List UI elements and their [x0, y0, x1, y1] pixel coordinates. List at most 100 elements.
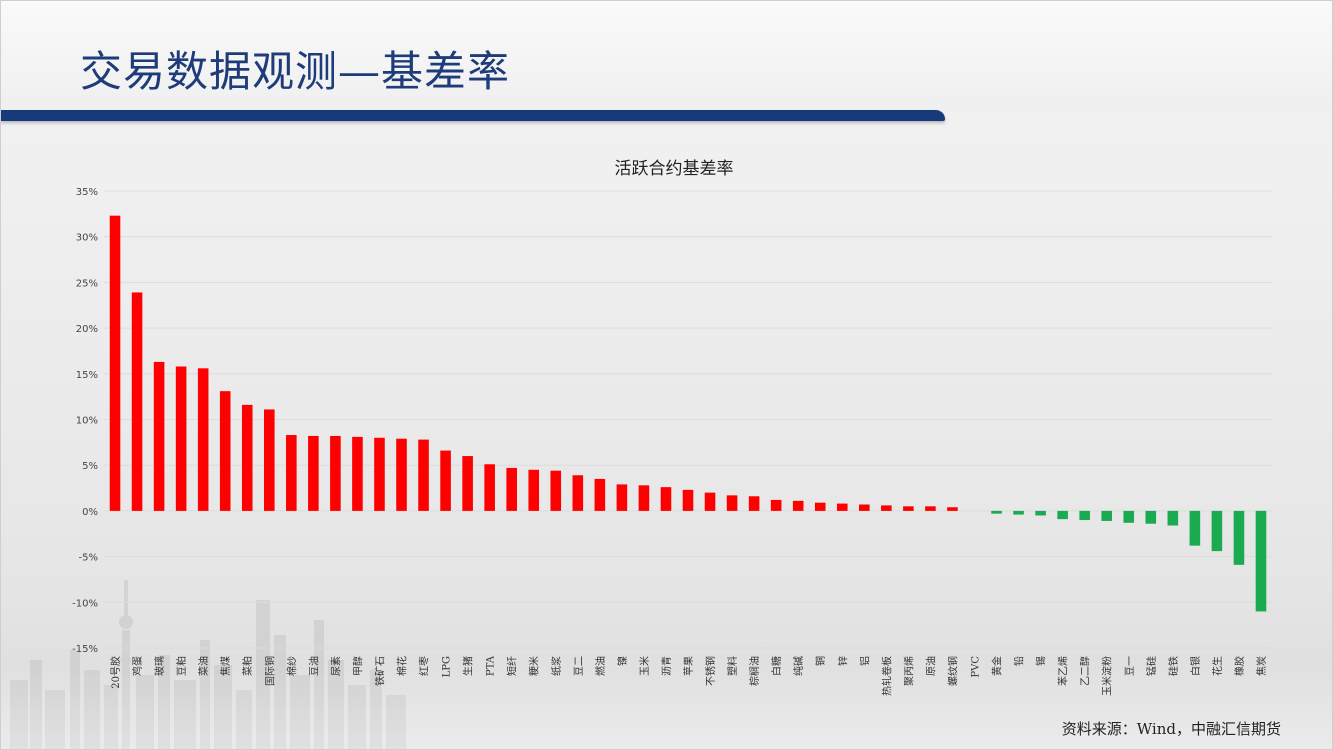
bar-铝	[859, 504, 870, 511]
bar-焦煤	[219, 391, 231, 511]
bar-原油	[925, 506, 936, 511]
y-tick-label: 25%	[76, 278, 98, 289]
x-tick-label: 豆一	[1124, 656, 1136, 676]
bar-热轧卷板	[881, 505, 892, 511]
y-axis-tick-labels: 35% 30% 25% 20% 15% 10% 5% 0% -5% -10% -15%	[72, 187, 98, 655]
gridlines	[104, 190, 1272, 649]
x-tick-label: 玉米淀粉	[1101, 656, 1114, 696]
bar-白银	[1189, 510, 1201, 546]
bar-沥青	[660, 487, 672, 511]
x-tick-label: 燃油	[594, 656, 607, 676]
bar-焦炭	[1255, 510, 1267, 612]
x-tick-label: 生猪	[462, 656, 475, 676]
bar-豆二	[572, 475, 584, 511]
x-tick-label: 硅铁	[1167, 656, 1180, 676]
x-tick-label: 聚丙烯	[902, 656, 915, 686]
y-tick-label: -10%	[72, 598, 98, 609]
bar-PTA	[484, 464, 495, 511]
bottom-shade-decoration	[0, 560, 1333, 750]
x-tick-label: 铝	[859, 656, 871, 666]
bar-生猪	[462, 456, 473, 511]
y-tick-label: 5%	[82, 461, 98, 472]
bars	[109, 215, 1267, 612]
bar-白糖	[770, 499, 782, 511]
x-tick-label: 尿素	[329, 656, 342, 676]
y-tick-label: 10%	[76, 416, 98, 427]
x-tick-label: 焦煤	[219, 656, 232, 676]
x-tick-label: 棉纱	[285, 656, 298, 676]
bar-粳米	[528, 469, 540, 511]
bar-锰硅	[1145, 510, 1157, 524]
x-tick-label: 菜粕	[241, 656, 254, 676]
bar-20号胶	[109, 215, 121, 511]
x-tick-label: 国际铜	[264, 656, 276, 686]
bar-豆一	[1123, 510, 1135, 523]
x-tick-label: 花生	[1211, 656, 1224, 676]
x-axis-category-labels: 20号胶 鸡蛋 玻璃 豆粕 菜油 焦煤 菜粕 国际铜 棉纱 豆油 尿素 甲醇 铁矿石 棉花 红枣 LPG 生猪 P…	[109, 655, 1268, 696]
bar-玉米	[638, 485, 650, 511]
bar-鸡蛋	[131, 292, 143, 511]
x-tick-label: 粳米	[528, 656, 541, 676]
x-tick-label: 鸡蛋	[131, 656, 144, 676]
bar-燃油	[594, 478, 606, 511]
bar-黄金	[991, 510, 1002, 514]
bar-玻璃	[153, 361, 165, 511]
bar-豆油	[308, 435, 319, 511]
bar-棕榈油	[748, 496, 760, 511]
x-tick-label: 镍	[616, 656, 629, 666]
bar-锌	[836, 503, 848, 511]
x-tick-label: PTA	[486, 655, 497, 676]
y-tick-label: 0%	[82, 507, 98, 518]
x-tick-label: 20号胶	[109, 656, 122, 689]
header-band	[0, 0, 1333, 112]
x-tick-label: 黄金	[991, 656, 1004, 676]
x-tick-label: 棉花	[396, 656, 409, 676]
x-tick-label: 白糖	[770, 656, 783, 676]
bar-棉花	[396, 438, 407, 511]
x-tick-label: 乙二醇	[1079, 656, 1092, 686]
x-tick-label: 螺纹钢	[946, 656, 959, 686]
x-tick-label: LPG	[442, 656, 453, 677]
bar-短纤	[506, 467, 517, 511]
x-tick-label: 豆二	[573, 656, 585, 676]
bar-玉米淀粉	[1101, 510, 1113, 521]
x-tick-label: 塑料	[726, 656, 739, 676]
x-tick-label: 甲醇	[351, 656, 364, 676]
x-tick-label: 沥青	[660, 656, 673, 676]
x-tick-label: 不锈钢	[704, 656, 717, 686]
bar-铁矿石	[374, 437, 385, 511]
x-tick-label: 苯乙烯	[1057, 656, 1070, 686]
x-tick-label: 豆油	[307, 656, 320, 676]
x-tick-label: 纯碱	[792, 656, 805, 676]
x-tick-label: PVC	[970, 656, 981, 678]
bar-菜油	[197, 368, 209, 511]
x-tick-label: 菜油	[197, 656, 210, 676]
bar-菜粕	[241, 404, 253, 511]
bar-聚丙烯	[903, 506, 914, 511]
x-tick-label: 原油	[924, 656, 937, 676]
source-note: 资料来源：Wind，中融汇信期货	[1061, 720, 1281, 738]
bar-不锈钢	[704, 492, 716, 511]
y-tick-label: 15%	[76, 370, 98, 381]
x-tick-label: 白银	[1189, 656, 1202, 676]
bar-国际铜	[263, 409, 275, 511]
x-tick-label: 热轧卷板	[880, 656, 893, 696]
bar-豆粕	[175, 366, 187, 511]
x-tick-label: 铅	[1013, 656, 1026, 666]
bar-硅铁	[1167, 510, 1179, 526]
x-tick-label: 锰硅	[1145, 656, 1158, 676]
y-tick-label: -15%	[72, 644, 98, 655]
page-title: 交易数据观测—基差率	[80, 47, 511, 96]
x-tick-label: 焦炭	[1255, 656, 1268, 676]
y-tick-label: 20%	[76, 324, 98, 335]
bar-铅	[1013, 510, 1024, 515]
x-tick-label: 锌	[836, 656, 849, 666]
x-tick-label: 玻璃	[153, 656, 166, 676]
x-tick-label: 玉米	[638, 656, 651, 676]
x-tick-label: 豆粕	[175, 656, 188, 676]
bar-棉纱	[286, 435, 297, 511]
x-tick-label: 红枣	[418, 656, 431, 676]
bar-螺纹钢	[947, 507, 958, 511]
bar-LPG	[440, 450, 451, 511]
